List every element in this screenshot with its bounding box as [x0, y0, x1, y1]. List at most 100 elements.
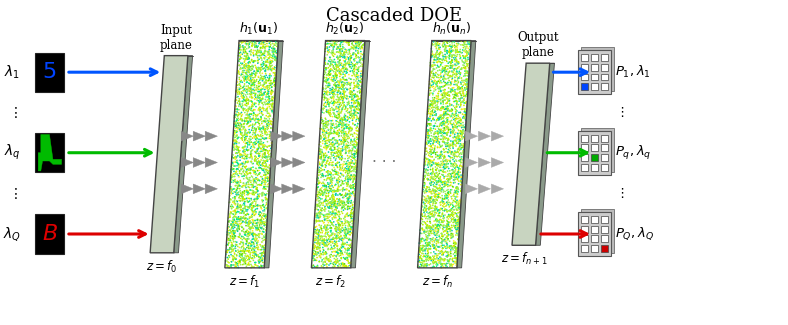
Point: [347, 177, 359, 183]
Point: [448, 225, 461, 230]
Point: [233, 75, 246, 80]
Point: [422, 246, 435, 251]
Point: [329, 199, 342, 204]
Point: [461, 61, 474, 67]
Point: [423, 161, 436, 166]
Point: [240, 182, 253, 187]
Point: [328, 99, 340, 104]
Point: [255, 92, 268, 97]
Point: [226, 243, 239, 248]
Point: [342, 220, 355, 226]
Point: [438, 208, 451, 213]
Point: [433, 114, 446, 119]
Point: [229, 196, 241, 201]
Point: [323, 214, 336, 220]
Point: [234, 128, 247, 133]
Point: [455, 129, 468, 135]
Point: [327, 65, 340, 70]
Point: [351, 132, 364, 137]
Point: [241, 51, 254, 57]
Point: [458, 147, 470, 152]
Point: [320, 163, 333, 168]
Point: [317, 106, 329, 111]
Point: [441, 229, 454, 234]
Point: [330, 224, 343, 229]
Point: [309, 213, 322, 218]
Point: [342, 110, 355, 115]
Point: [344, 77, 357, 82]
Point: [448, 138, 460, 143]
Point: [262, 87, 275, 93]
Point: [243, 56, 255, 61]
Point: [257, 158, 269, 163]
Point: [257, 140, 269, 145]
Point: [260, 78, 273, 83]
Point: [245, 98, 258, 103]
Point: [444, 66, 456, 71]
Point: [329, 71, 342, 76]
Point: [260, 77, 273, 83]
Point: [328, 243, 340, 249]
Point: [336, 202, 349, 207]
Point: [346, 103, 359, 108]
Polygon shape: [591, 64, 598, 71]
Point: [431, 262, 444, 267]
Point: [239, 257, 251, 262]
Point: [420, 262, 433, 267]
Point: [448, 39, 461, 44]
Point: [445, 129, 458, 134]
Point: [245, 256, 258, 261]
Point: [341, 54, 354, 59]
Point: [347, 214, 359, 219]
Point: [250, 128, 262, 133]
Point: [438, 65, 451, 71]
Point: [221, 258, 233, 264]
Point: [236, 155, 249, 161]
Point: [256, 162, 269, 167]
Point: [455, 67, 468, 72]
Point: [348, 168, 360, 174]
Point: [453, 222, 466, 227]
Point: [331, 128, 344, 133]
Point: [440, 107, 452, 112]
Point: [333, 142, 346, 147]
Point: [429, 112, 441, 117]
Point: [314, 180, 326, 185]
Point: [256, 199, 269, 204]
Point: [437, 119, 450, 124]
Point: [248, 253, 261, 258]
Point: [429, 262, 442, 267]
Point: [458, 96, 470, 101]
Point: [311, 178, 324, 184]
Text: $P_q, \lambda_q$: $P_q, \lambda_q$: [615, 144, 652, 162]
Point: [451, 72, 463, 77]
Point: [434, 240, 447, 245]
Point: [452, 214, 464, 219]
Point: [237, 87, 250, 93]
Point: [422, 171, 435, 176]
Point: [425, 84, 437, 89]
Point: [340, 142, 353, 147]
Point: [435, 234, 448, 239]
Point: [439, 65, 452, 71]
Point: [344, 113, 357, 118]
Point: [423, 114, 436, 119]
Point: [241, 239, 254, 244]
Point: [265, 151, 277, 156]
Point: [259, 232, 272, 238]
Point: [448, 212, 460, 217]
Point: [452, 181, 465, 187]
Point: [240, 175, 253, 180]
Point: [450, 82, 463, 87]
Point: [243, 226, 256, 231]
Point: [440, 264, 453, 269]
Point: [239, 106, 251, 111]
Point: [342, 176, 355, 181]
Point: [312, 203, 325, 209]
Point: [229, 99, 242, 104]
Point: [340, 161, 352, 166]
Point: [344, 163, 357, 168]
Point: [251, 50, 263, 55]
Point: [236, 244, 248, 249]
Point: [333, 111, 345, 116]
